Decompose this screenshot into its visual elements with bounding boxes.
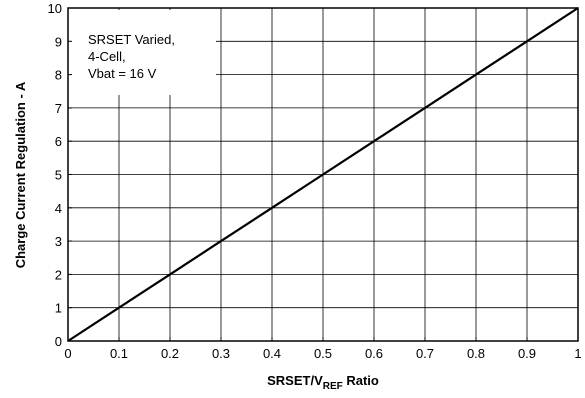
annotation-line-2: 4-Cell,	[88, 49, 126, 64]
y-tick-label: 5	[55, 168, 62, 183]
x-tick-label: 0.7	[416, 346, 434, 361]
y-tick-label: 10	[48, 1, 62, 16]
x-tick-label: 0.4	[263, 346, 281, 361]
x-axis-label-main: SRSET/V	[267, 373, 323, 388]
annotation-line-3: Vbat = 16 V	[88, 66, 157, 81]
x-tick-label: 0.1	[110, 346, 128, 361]
y-tick-label: 0	[55, 334, 62, 349]
x-tick-label: 1	[574, 346, 581, 361]
y-tick-label: 9	[55, 34, 62, 49]
y-tick-label: 8	[55, 68, 62, 83]
series-line	[67, 7, 579, 342]
x-axis-label-suffix: Ratio	[343, 373, 379, 388]
x-axis-ticks: 0 0.1 0.2 0.3 0.4 0.5 0.6 0.7 0.8 0.9 1	[64, 337, 582, 361]
x-tick-label: 0.8	[467, 346, 485, 361]
y-axis-ticks: 0 1 2 3 4 5 6 7 8 9 10	[48, 1, 72, 349]
annotation-box: SRSET Varied, 4-Cell, Vbat = 16 V	[68, 10, 216, 95]
annotation-background	[68, 10, 216, 95]
x-tick-label: 0.5	[314, 346, 332, 361]
series-layer	[67, 7, 579, 342]
y-tick-label: 3	[55, 234, 62, 249]
x-axis-label-subscript: REF	[323, 381, 343, 392]
x-axis-label: SRSET/VREF Ratio	[267, 373, 379, 392]
x-tick-label: 0.6	[365, 346, 383, 361]
y-tick-label: 6	[55, 134, 62, 149]
y-tick-label: 1	[55, 301, 62, 316]
x-tick-label: 0	[64, 346, 71, 361]
y-axis-label: Charge Current Regulation - A	[13, 81, 28, 268]
x-tick-label: 0.3	[212, 346, 230, 361]
y-tick-label: 2	[55, 267, 62, 282]
annotation-line-1: SRSET Varied,	[88, 32, 175, 47]
x-tick-label: 0.2	[161, 346, 179, 361]
x-tick-label: 0.9	[518, 346, 536, 361]
y-tick-label: 7	[55, 101, 62, 116]
y-tick-label: 4	[55, 201, 62, 216]
